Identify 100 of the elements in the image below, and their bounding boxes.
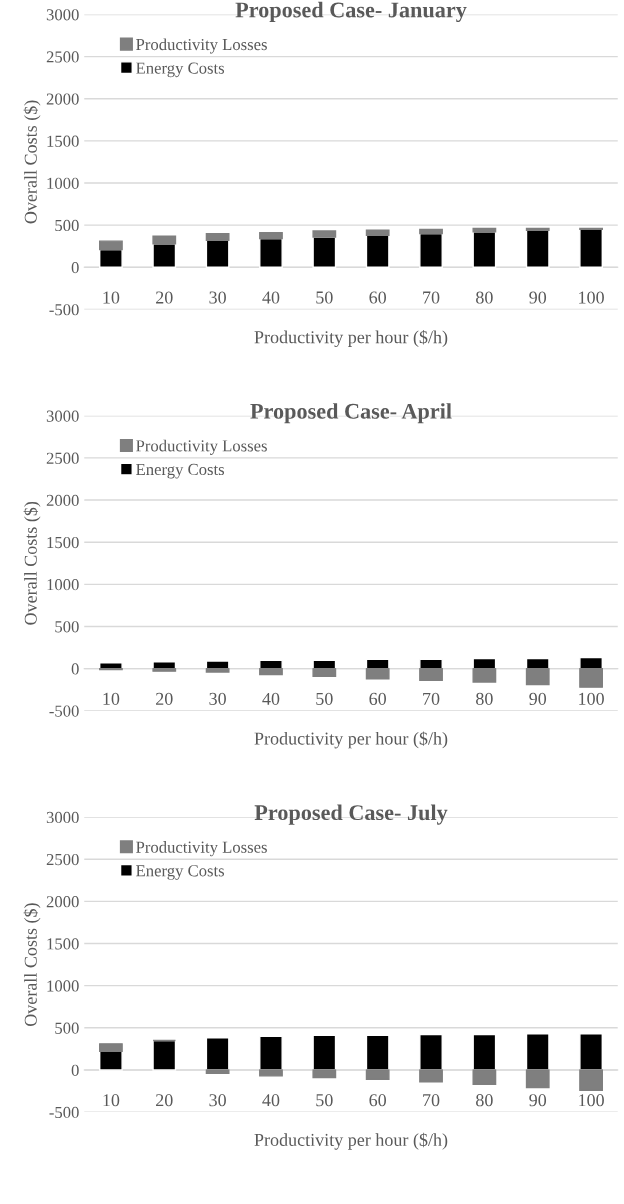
x-tick-label: 50 [316, 692, 333, 705]
bar [99, 1043, 123, 1053]
bar [472, 1069, 497, 1085]
chart-title: Proposed Case- January [235, 1, 467, 23]
x-tick-label: 20 [156, 692, 173, 705]
legend-label: Productivity Losses [136, 38, 267, 54]
y-tick-label: 2500 [46, 51, 79, 63]
y-axis-title: Overall Costs ($) [23, 501, 41, 625]
x-axis-title: Productivity per hour ($/h) [254, 1132, 448, 1150]
x-tick-label: 80 [476, 1094, 493, 1107]
bar [152, 242, 177, 268]
bar [259, 1069, 283, 1077]
bar [579, 1069, 603, 1091]
bar [312, 1069, 337, 1079]
y-tick-label: 0 [71, 1064, 79, 1076]
bar [152, 235, 177, 245]
y-tick-label: 2000 [46, 93, 79, 105]
y-axis-title: Overall Costs ($) [23, 903, 41, 1027]
bar [579, 228, 603, 268]
x-tick-label: 80 [476, 291, 493, 304]
bar [152, 1039, 177, 1071]
y-tick-label: 1000 [47, 980, 79, 992]
y-tick-label: 500 [55, 621, 79, 633]
y-tick-label: 500 [55, 1022, 79, 1034]
x-tick-label: 10 [103, 291, 120, 304]
x-tick-label: 40 [262, 291, 280, 304]
x-tick-label: 60 [369, 1094, 387, 1107]
x-tick-label: 20 [156, 1094, 173, 1107]
legend-label: Energy Costs [136, 865, 225, 880]
bar [312, 230, 337, 238]
x-tick-label: 90 [529, 1094, 547, 1107]
bar [99, 1050, 123, 1071]
y-tick-label: -500 [49, 705, 79, 717]
y-tick-label: 2000 [46, 494, 79, 507]
x-tick-label: 100 [579, 692, 604, 705]
bar [99, 240, 123, 251]
bar [365, 234, 390, 268]
bar [205, 1037, 230, 1071]
x-tick-label: 10 [103, 692, 120, 705]
bar [205, 1069, 230, 1075]
bar [365, 1034, 390, 1071]
legend-label: Energy Costs [136, 463, 225, 479]
bar [205, 232, 230, 242]
legend-label: Energy Costs [136, 62, 225, 78]
bar [99, 248, 123, 268]
bar [419, 1069, 443, 1083]
x-tick-label: 30 [209, 692, 226, 705]
x-tick-label: 50 [316, 1094, 333, 1107]
y-tick-label: 1500 [47, 135, 79, 147]
bar [419, 1033, 443, 1071]
bar [365, 229, 390, 236]
chart-title: Proposed Case- April [250, 403, 452, 424]
y-tick-label: 1500 [47, 536, 79, 549]
x-tick-label: 60 [369, 692, 387, 705]
bar [365, 1069, 390, 1080]
y-tick-label: 0 [71, 261, 79, 274]
y-tick-label: -500 [49, 1106, 79, 1119]
bar [472, 231, 497, 268]
x-axis-title: Productivity per hour ($/h) [254, 330, 448, 348]
bar [525, 229, 550, 268]
legend-label: Productivity Losses [136, 841, 267, 857]
x-axis-title: Productivity per hour ($/h) [254, 731, 448, 749]
x-tick-label: 70 [423, 291, 440, 304]
bar [259, 232, 283, 240]
bar [259, 1035, 283, 1071]
x-tick-label: 70 [423, 692, 440, 705]
y-tick-label: 2500 [46, 452, 79, 464]
x-tick-label: 90 [529, 291, 547, 304]
y-axis-title: Overall Costs ($) [23, 100, 41, 224]
x-tick-label: 70 [423, 1094, 440, 1107]
x-tick-label: 30 [209, 1094, 226, 1107]
x-tick-label: 40 [262, 1094, 280, 1107]
y-tick-label: 2000 [46, 896, 79, 908]
y-tick-label: 3000 [46, 811, 79, 824]
y-tick-label: 1000 [47, 579, 79, 591]
bar [312, 1034, 337, 1071]
bar [525, 1033, 550, 1071]
x-tick-label: 100 [579, 291, 604, 304]
bar [472, 227, 497, 233]
x-tick-label: 80 [476, 692, 493, 705]
bar [419, 232, 443, 268]
y-tick-label: 3000 [46, 9, 79, 21]
y-tick-label: 500 [55, 219, 79, 232]
bar [312, 236, 337, 268]
x-tick-label: 50 [316, 291, 333, 304]
bar [525, 1069, 550, 1089]
bar [579, 1033, 603, 1071]
bar [259, 237, 283, 268]
x-tick-label: 100 [579, 1094, 604, 1107]
y-tick-label: 1500 [47, 938, 79, 950]
x-tick-label: 90 [529, 692, 547, 705]
x-tick-label: 10 [103, 1094, 120, 1107]
y-tick-label: 0 [71, 663, 79, 675]
bar [419, 228, 443, 235]
y-tick-label: 3000 [46, 410, 79, 422]
x-tick-label: 40 [262, 692, 280, 705]
x-tick-label: 30 [209, 291, 226, 304]
y-tick-label: 2500 [46, 853, 79, 866]
y-tick-label: 1000 [47, 177, 79, 189]
x-tick-label: 60 [369, 291, 387, 304]
